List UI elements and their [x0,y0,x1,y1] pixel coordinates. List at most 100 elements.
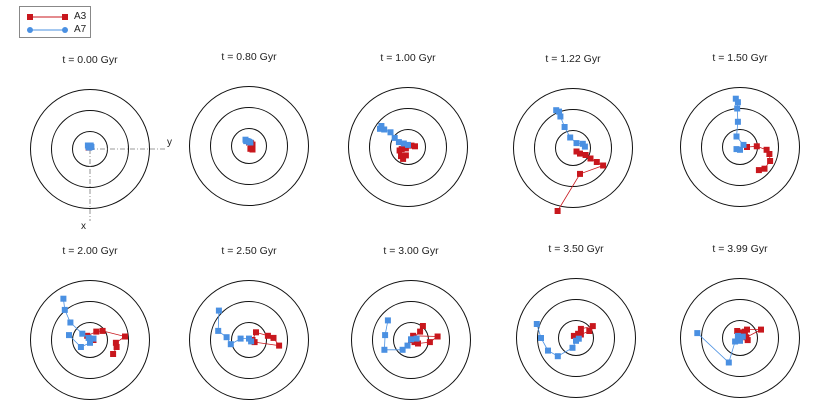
ring-1 [555,130,591,166]
point-a3 [761,165,768,172]
point-a7 [533,321,540,327]
point-a3 [767,158,774,164]
point-a7 [725,359,732,366]
point-a7 [79,330,86,337]
ring-2 [534,109,612,187]
point-a3 [276,342,283,349]
legend-markers [27,14,68,33]
legend-label-a3: A3 [74,11,87,22]
point-a7 [737,146,743,153]
point-a3 [417,328,424,335]
point-a3 [249,146,256,153]
point-a3 [270,334,277,341]
ring-3 [189,86,309,206]
point-a3 [400,155,407,162]
ring-2 [372,301,450,379]
panel-title: t = 3.99 Gyr [712,243,768,255]
point-a7 [400,140,407,147]
point-a7 [739,333,746,340]
point-a7 [399,346,406,353]
point-a3 [577,325,584,332]
point-a7 [77,344,84,350]
point-a3 [110,351,117,357]
point-a3 [402,152,409,159]
point-a7 [378,123,385,129]
ring-2 [701,299,779,377]
point-a3 [753,143,760,150]
point-a7 [90,335,97,342]
ring-3 [30,89,150,209]
point-a3 [744,337,751,344]
point-a7 [557,113,564,120]
point-a3 [758,326,764,333]
point-a3 [744,326,750,333]
ring-1 [558,320,594,356]
ring-3 [680,87,800,207]
point-a7 [381,346,388,353]
point-a3 [434,333,441,340]
point-a3 [586,328,593,334]
point-a3 [755,167,762,174]
point-a7 [408,336,414,343]
ring-3 [30,280,150,400]
point-a3 [593,159,600,165]
point-a3 [410,332,417,339]
ring-2 [369,108,447,186]
point-a3 [589,323,596,330]
point-a7 [381,126,388,133]
point-a7 [60,295,67,302]
point-a7 [215,327,222,334]
panel-1: t = 0.00 Gyr y x [30,54,172,232]
point-a3 [99,327,106,334]
ring-1 [231,128,267,164]
point-a3 [253,329,259,336]
point-a7 [538,335,544,341]
point-a7 [734,99,741,106]
point-a3 [93,328,100,335]
ring-3 [513,88,633,208]
panel-title: t = 1.50 Gyr [712,52,768,64]
point-a7 [87,339,93,346]
panel-2: t = 0.80 Gyr [189,51,309,206]
point-a7 [227,341,234,348]
panel-5: t = 1.50 Gyr [680,52,800,207]
point-a7 [237,335,244,342]
point-a3 [570,332,577,339]
legend-a7-symbol [27,27,68,33]
point-a7 [67,319,74,326]
point-a7 [554,353,561,360]
ring-1 [72,322,108,358]
ring-3 [348,87,468,207]
point-a3 [419,323,426,329]
point-a7 [384,317,391,324]
point-a7 [561,124,568,130]
y-axis-label: y [167,137,172,148]
point-a7 [575,335,582,342]
point-a7 [387,129,394,136]
point-a7 [581,143,588,150]
point-a3 [113,344,120,350]
panel-8: t = 3.00 Gyr [351,245,471,400]
ring-3 [680,278,800,398]
point-a7 [733,146,740,153]
point-a7 [732,95,739,102]
point-a7 [734,105,741,112]
point-a3 [251,339,258,346]
point-a7 [85,334,92,341]
point-a3 [600,162,607,169]
point-a7 [395,139,402,146]
ring-2 [537,299,615,377]
ring-3 [351,280,471,400]
point-a7 [248,338,255,345]
point-a3 [122,333,128,340]
panel-4: t = 1.22 Gyr [513,53,633,214]
legend-a3-symbol [27,14,68,20]
point-a7 [737,337,743,344]
point-a7 [545,347,551,354]
point-a3 [415,340,421,347]
point-a3 [577,150,583,157]
ring-2 [51,301,129,379]
point-a7 [734,332,741,339]
point-a7 [732,338,739,345]
